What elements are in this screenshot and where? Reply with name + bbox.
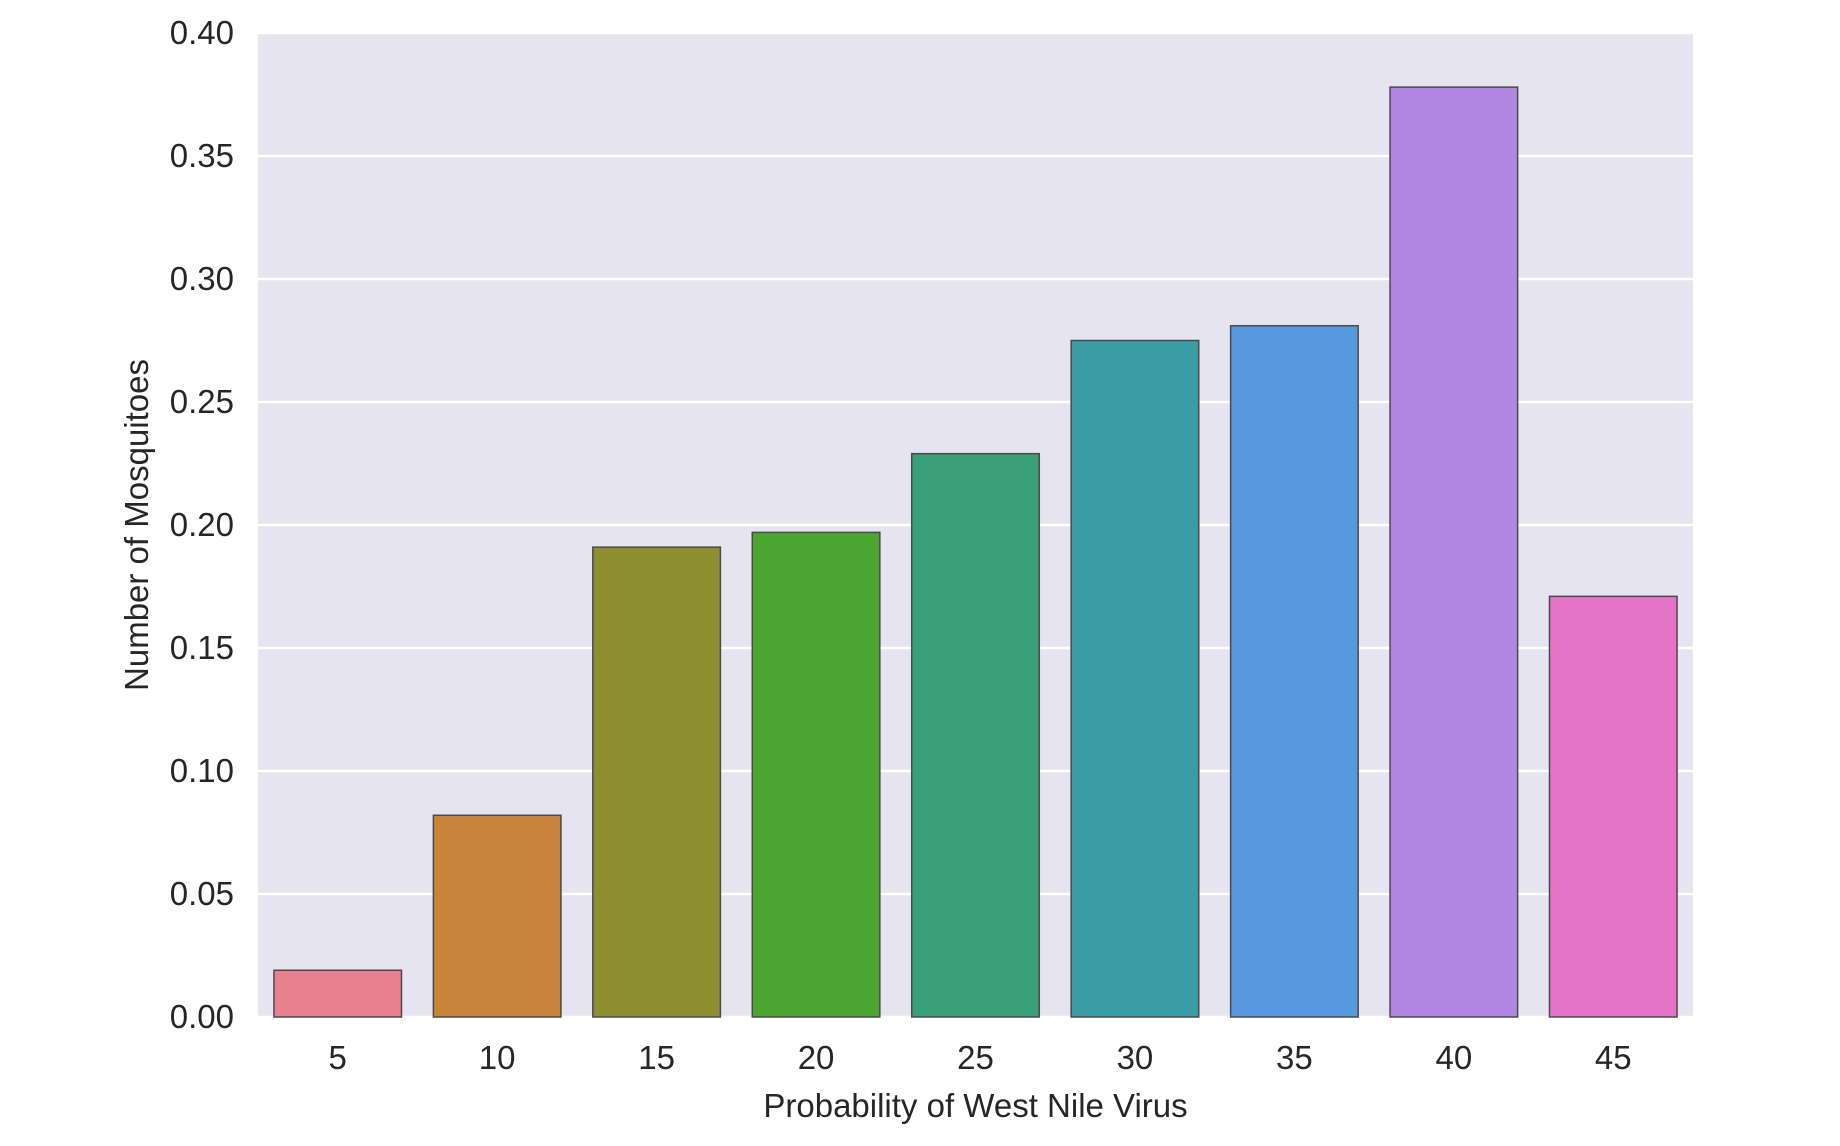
bar-20 — [751, 531, 881, 1018]
bar-15 — [592, 546, 722, 1018]
y-tick-label: 0.40 — [170, 14, 234, 51]
bars — [273, 86, 1678, 1018]
x-tick-label: 20 — [798, 1039, 835, 1076]
bar-5 — [273, 969, 403, 1018]
bar-40 — [1389, 86, 1519, 1018]
x-tick-label: 25 — [957, 1039, 994, 1076]
x-tick-label: 30 — [1117, 1039, 1154, 1076]
bar-45 — [1548, 595, 1678, 1018]
bar-10 — [432, 814, 562, 1018]
x-tick-label: 15 — [638, 1039, 675, 1076]
bar-35 — [1229, 324, 1359, 1018]
y-tick-label: 0.25 — [170, 383, 234, 420]
y-tick-label: 0.35 — [170, 137, 234, 174]
bar-25 — [910, 452, 1041, 1018]
x-tick-label: 45 — [1595, 1039, 1632, 1076]
y-tick-label: 0.20 — [170, 506, 234, 543]
y-tick-labels: 0.00 0.05 0.10 0.15 0.20 0.25 0.30 0.35 0.40 — [170, 14, 234, 1035]
x-tick-label: 35 — [1276, 1039, 1313, 1076]
y-axis-label: Number of Mosquitoes — [118, 359, 155, 691]
y-tick-label: 0.05 — [170, 875, 234, 912]
bar-30 — [1070, 339, 1200, 1018]
y-tick-label: 0.15 — [170, 629, 234, 666]
y-tick-label: 0.00 — [170, 998, 234, 1035]
x-axis-label: Probability of West Nile Virus — [763, 1087, 1187, 1124]
x-tick-label: 10 — [479, 1039, 516, 1076]
y-tick-label: 0.10 — [170, 752, 234, 789]
x-tick-label: 40 — [1435, 1039, 1472, 1076]
x-tick-label: 5 — [329, 1039, 347, 1076]
y-tick-label: 0.30 — [170, 260, 234, 297]
x-tick-labels: 5 10 15 20 25 30 35 40 45 — [329, 1039, 1632, 1076]
